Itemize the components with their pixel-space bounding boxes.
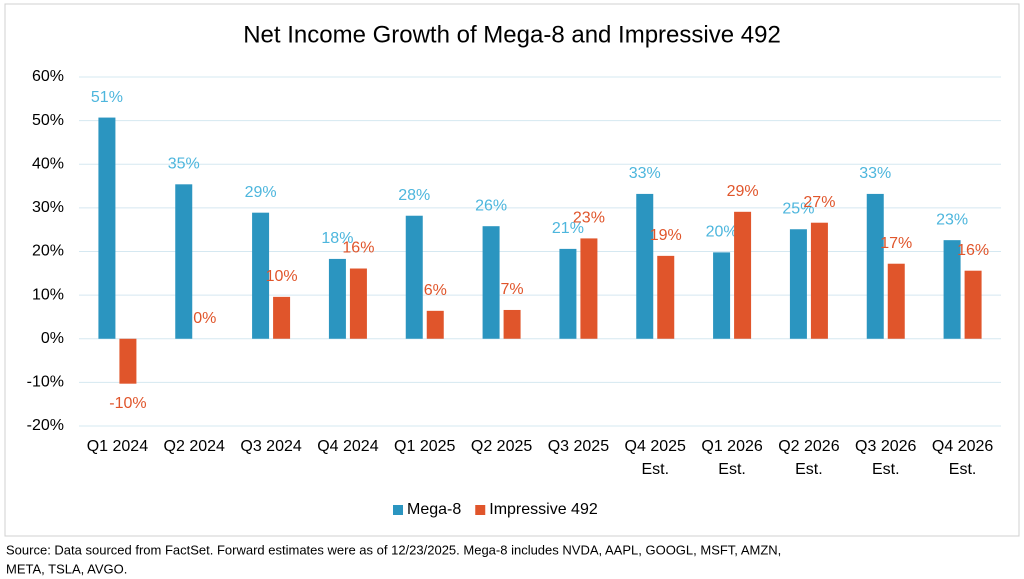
data-label: -10%: [109, 395, 146, 412]
bar: [734, 211, 752, 339]
chart-title: Net Income Growth of Mega-8 and Impressi…: [243, 21, 781, 48]
bar: [405, 215, 423, 339]
x-tick-label: Q1 2024: [87, 438, 148, 455]
x-tick-label: Q3 2024: [240, 438, 301, 455]
data-label: 27%: [803, 194, 835, 211]
y-tick-label: -10%: [27, 374, 64, 391]
x-tick-label: Q1 2026 Est.: [701, 438, 762, 478]
bar: [426, 310, 444, 339]
y-tick-label: 60%: [32, 68, 64, 85]
data-label: 35%: [168, 156, 200, 173]
source-note: Source: Data sourced from FactSet. Forwa…: [6, 542, 781, 557]
data-label: 18%: [321, 230, 353, 247]
bar: [119, 338, 137, 384]
data-label: 16%: [957, 242, 989, 259]
bar: [503, 309, 521, 339]
x-tick-label: Q3 2025: [548, 438, 609, 455]
legend-label: Mega-8: [407, 501, 461, 518]
data-label: 29%: [727, 183, 759, 200]
x-tick-label: Q2 2026 Est.: [778, 438, 839, 478]
y-tick-label: 10%: [32, 286, 64, 303]
data-label: 10%: [266, 268, 298, 285]
data-label: 19%: [650, 227, 682, 244]
data-label: 23%: [573, 210, 605, 227]
bar: [789, 229, 807, 339]
bar: [273, 296, 291, 339]
bar: [887, 263, 905, 339]
bar: [713, 252, 731, 339]
data-label: 20%: [706, 224, 738, 241]
data-label: 6%: [424, 282, 447, 299]
legend-swatch: [475, 505, 486, 515]
bar: [252, 212, 270, 339]
bar: [964, 270, 982, 339]
x-tick-label: Q4 2024: [317, 438, 378, 455]
data-label: 25%: [782, 200, 814, 217]
bar: [943, 240, 961, 339]
data-label: 33%: [629, 165, 661, 182]
legend-swatch: [393, 505, 403, 515]
data-label: 23%: [936, 211, 968, 228]
bar: [657, 255, 675, 339]
x-tick-label: Q1 2025: [394, 438, 455, 455]
data-label: 29%: [245, 184, 277, 201]
bar: [328, 258, 346, 339]
data-label: 21%: [552, 220, 584, 237]
data-label: 33%: [859, 165, 891, 182]
bar: [580, 238, 598, 339]
y-tick-label: -20%: [27, 417, 64, 434]
legend-label: Impressive 492: [489, 501, 598, 518]
y-tick-label: 50%: [32, 112, 64, 129]
bar: [98, 117, 116, 339]
data-label: 51%: [91, 89, 123, 106]
data-label: 16%: [342, 240, 374, 257]
y-tick-label: 40%: [32, 155, 64, 172]
data-label: 0%: [193, 310, 216, 327]
bar: [866, 193, 884, 339]
bar: [175, 184, 193, 339]
data-label: 26%: [475, 197, 507, 214]
x-tick-label: Q2 2025: [471, 438, 532, 455]
y-tick-label: 0%: [41, 330, 64, 347]
bar: [482, 226, 500, 339]
x-tick-label: Q4 2025 Est.: [625, 438, 686, 478]
chart-frame: [4, 3, 1020, 537]
x-tick-label: Q2 2024: [164, 438, 225, 455]
bar: [636, 193, 654, 339]
bar: [349, 268, 367, 339]
x-tick-label: Q3 2026 Est.: [855, 438, 916, 478]
data-label: 7%: [501, 281, 524, 298]
bar: [559, 248, 577, 339]
source-note: META, TSLA, AVGO.: [6, 561, 127, 576]
x-tick-label: Q4 2026 Est.: [932, 438, 993, 478]
bar: [810, 222, 828, 339]
data-label: 28%: [398, 187, 430, 204]
data-label: 17%: [880, 235, 912, 252]
y-tick-label: 20%: [32, 243, 64, 260]
y-tick-label: 30%: [32, 199, 64, 216]
